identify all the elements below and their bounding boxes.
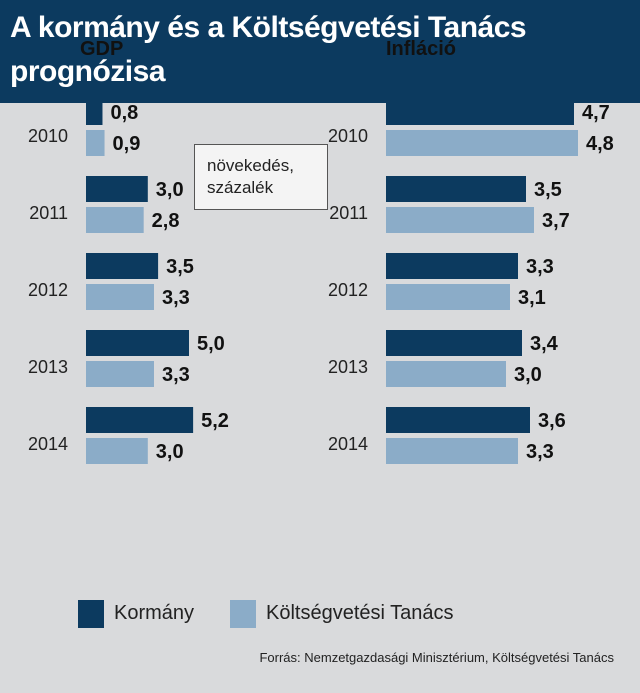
unit-note-line-1: növekedés, <box>207 156 294 175</box>
year-label-gdp-2010: 2010 <box>28 126 68 146</box>
bar-gdp-2010-kormany <box>86 99 103 125</box>
bar-gdp-2012-kormany <box>86 253 159 279</box>
bar-inflacio-2012-kormany <box>386 253 518 279</box>
bar-gdp-2011-tanacs <box>86 207 144 233</box>
value-label-inflacio-2010-tanacs: 4,8 <box>586 133 614 155</box>
value-label-gdp-2011-kormany: 3,0 <box>156 179 184 201</box>
year-label-inflacio-2013: 2013 <box>328 357 368 377</box>
value-label-gdp-2010-tanacs: 0,9 <box>113 133 141 155</box>
bar-inflacio-2014-tanacs <box>386 438 518 464</box>
panel-title-inflacio: Infláció <box>386 38 456 60</box>
bar-inflacio-2010-kormany <box>386 99 574 125</box>
bar-charts: GDP 2010 0,8 0,9 2011 3,0 2,8 2012 3,5 3,3 2013 5,0… <box>28 38 614 464</box>
value-label-inflacio-2010-kormany: 4,7 <box>582 102 610 124</box>
value-label-gdp-2010-kormany: 0,8 <box>110 102 138 124</box>
bar-gdp-2010-tanacs <box>86 130 105 156</box>
legend-label-kormany: Kormány <box>114 602 195 624</box>
bar-gdp-2014-kormany <box>86 407 194 433</box>
value-label-inflacio-2014-kormany: 3,6 <box>538 410 566 432</box>
bar-inflacio-2012-tanacs <box>386 284 510 310</box>
bar-inflacio-2011-tanacs <box>386 207 534 233</box>
bar-gdp-2014-tanacs <box>86 438 148 464</box>
value-label-gdp-2011-tanacs: 2,8 <box>152 210 180 232</box>
value-label-inflacio-2011-tanacs: 3,7 <box>542 210 570 232</box>
legend-swatch-kormany <box>78 600 104 628</box>
value-label-gdp-2013-tanacs: 3,3 <box>162 364 190 386</box>
bar-gdp-2012-tanacs <box>86 284 154 310</box>
bar-gdp-2013-kormany <box>86 330 189 356</box>
year-label-inflacio-2010: 2010 <box>328 126 368 146</box>
bar-inflacio-2010-tanacs <box>386 130 578 156</box>
bar-inflacio-2011-kormany <box>386 176 526 202</box>
value-label-gdp-2012-kormany: 3,5 <box>166 256 194 278</box>
value-label-inflacio-2011-kormany: 3,5 <box>534 179 562 201</box>
unit-note-box: növekedés, százalék <box>194 144 328 210</box>
legend-label-tanacs: Költségvetési Tanács <box>266 602 454 624</box>
year-label-inflacio-2014: 2014 <box>328 434 368 454</box>
chart-title: A kormány és a Költségvetési Tanács prog… <box>10 11 527 88</box>
value-label-inflacio-2013-tanacs: 3,0 <box>514 364 542 386</box>
header-banner: A kormány és a Költségvetési Tanács prog… <box>0 0 640 103</box>
bar-inflacio-2013-tanacs <box>386 361 506 387</box>
bar-gdp-2013-tanacs <box>86 361 154 387</box>
year-label-gdp-2014: 2014 <box>28 434 68 454</box>
year-label-inflacio-2011: 2011 <box>329 203 368 223</box>
value-label-gdp-2014-kormany: 5,2 <box>201 410 229 432</box>
value-label-inflacio-2012-kormany: 3,3 <box>526 256 554 278</box>
legend-swatch-tanacs <box>230 600 256 628</box>
value-label-inflacio-2013-kormany: 3,4 <box>530 333 559 355</box>
bar-inflacio-2013-kormany <box>386 330 522 356</box>
source-note: Forrás: Nemzetgazdasági Minisztérium, Kö… <box>259 650 614 665</box>
unit-note-line-2: százalék <box>207 178 274 197</box>
value-label-inflacio-2014-tanacs: 3,3 <box>526 441 554 463</box>
value-label-gdp-2012-tanacs: 3,3 <box>162 287 190 309</box>
value-label-gdp-2013-kormany: 5,0 <box>197 333 225 355</box>
panel-title-gdp: GDP <box>80 38 123 60</box>
year-label-gdp-2013: 2013 <box>28 357 68 377</box>
value-label-gdp-2014-tanacs: 3,0 <box>156 441 184 463</box>
bar-inflacio-2014-kormany <box>386 407 530 433</box>
year-label-gdp-2012: 2012 <box>28 280 68 300</box>
year-label-inflacio-2012: 2012 <box>328 280 368 300</box>
year-label-gdp-2011: 2011 <box>29 203 68 223</box>
value-label-inflacio-2012-tanacs: 3,1 <box>518 287 546 309</box>
bar-gdp-2011-kormany <box>86 176 148 202</box>
